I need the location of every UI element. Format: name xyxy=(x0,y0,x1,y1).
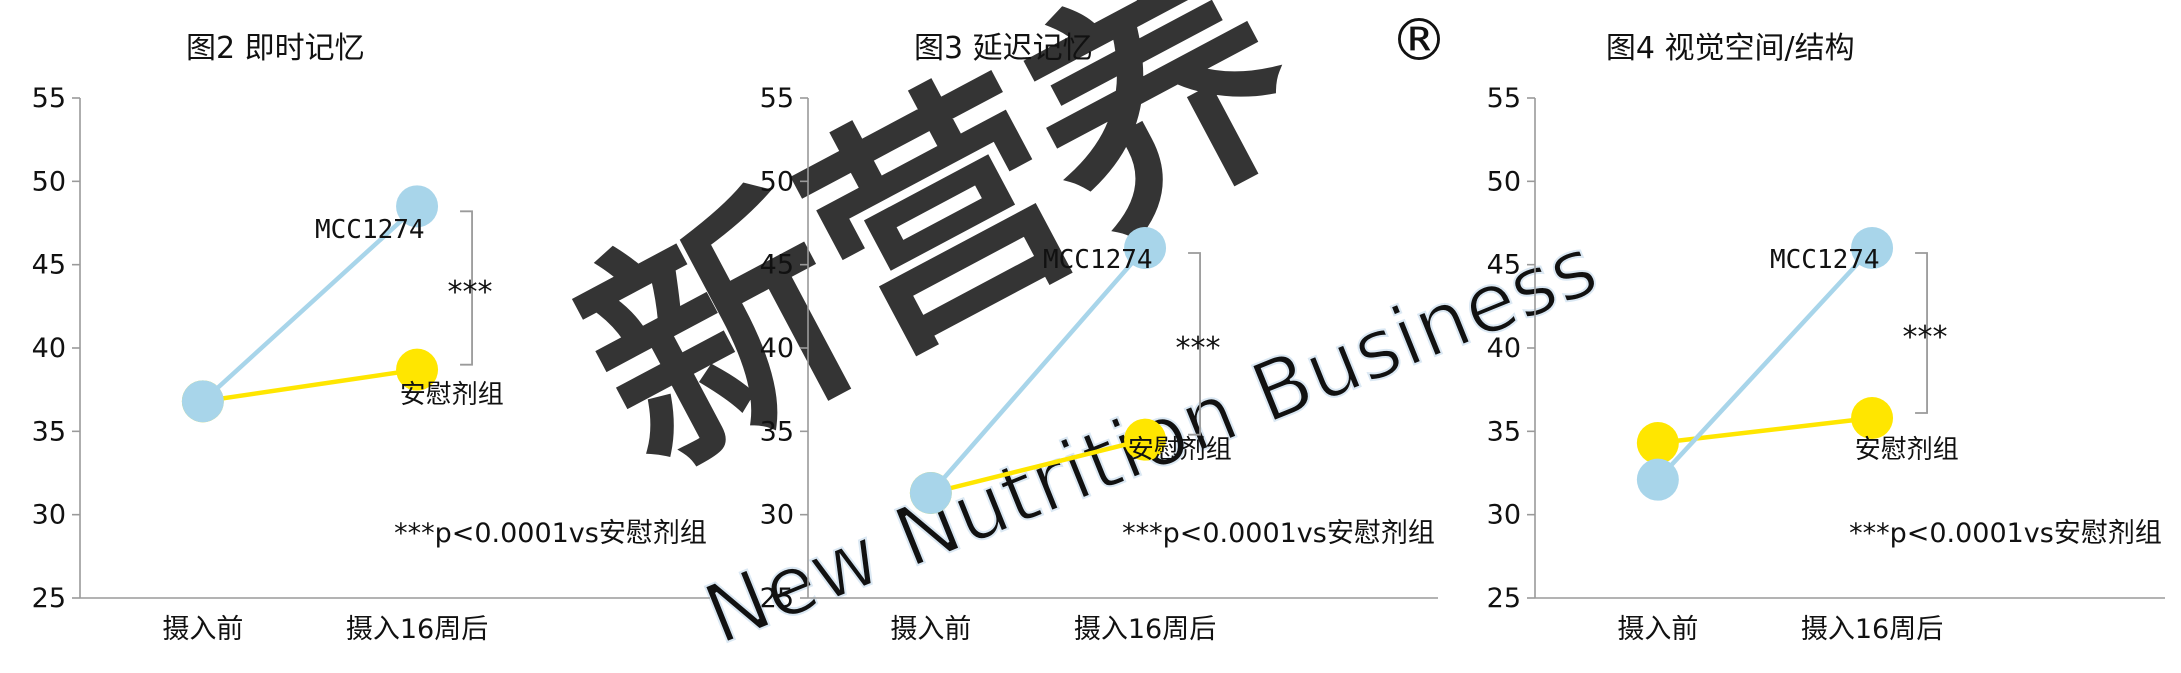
series-label-mcc1274: MCC1274 xyxy=(1770,245,1880,275)
y-tick-label: 50 xyxy=(760,166,794,197)
series-line-mcc1274 xyxy=(201,204,419,403)
chart-title: 图3 延迟记忆 xyxy=(914,31,1093,66)
x-category-label: 摄入16周后 xyxy=(1074,614,1216,645)
x-category-label: 摄入前 xyxy=(162,614,243,645)
series-line-placebo xyxy=(202,367,418,404)
y-tick-label: 25 xyxy=(1487,583,1521,614)
data-point-placebo-2 xyxy=(1124,418,1167,461)
data-point-mcc1274-2 xyxy=(1124,227,1167,269)
x-category-label: 摄入16周后 xyxy=(1801,614,1943,645)
y-tick-label: 30 xyxy=(32,500,66,531)
p-value-note: ***p<0.0001vs安慰剂组 xyxy=(1122,518,1435,549)
x-category-label: 摄入16周后 xyxy=(346,614,488,645)
series-line-placebo xyxy=(930,437,1146,496)
y-tick-label: 30 xyxy=(1487,500,1521,531)
significance-bracket xyxy=(460,210,473,366)
y-tick-label: 40 xyxy=(1487,333,1521,364)
significance-marker: *** xyxy=(1903,320,1948,355)
y-tick-label: 25 xyxy=(32,583,66,614)
data-point-mcc1274-2 xyxy=(1851,227,1894,269)
p-value-note: ***p<0.0001vs安慰剂组 xyxy=(1849,518,2162,549)
y-tick-label: 30 xyxy=(760,500,794,531)
y-tick-label: 55 xyxy=(1487,83,1521,114)
y-tick-label: 35 xyxy=(1487,416,1521,447)
y-tick-label: 50 xyxy=(32,166,66,197)
data-point-mcc1274-1 xyxy=(181,380,224,423)
x-category-label: 摄入前 xyxy=(1617,614,1698,645)
series-label-mcc1274: MCC1274 xyxy=(315,215,425,245)
data-point-placebo-2 xyxy=(396,348,439,391)
series-label-placebo: 安慰剂组 xyxy=(1855,435,1959,465)
data-point-placebo-1 xyxy=(1636,422,1679,464)
y-tick-label: 40 xyxy=(760,333,794,364)
significance-marker: *** xyxy=(448,275,493,310)
y-tick-label: 25 xyxy=(760,583,794,614)
y-tick-label: 45 xyxy=(760,250,794,281)
chart-panel-4: 图4 视觉空间/结构 25 30 35 40 45 50 55 摄入前 摄入16周后 MCC1274… xyxy=(1487,31,2165,645)
y-tick-label: 35 xyxy=(760,416,794,447)
series-label-mcc1274: MCC1274 xyxy=(1043,245,1153,275)
chart-panel-3: 图3 延迟记忆 25 30 35 40 45 50 55 摄入前 摄入16周后 MCC1274 安慰剂… xyxy=(760,31,1438,645)
data-point-mcc1274-1 xyxy=(1636,458,1679,501)
series-line-placebo xyxy=(1657,415,1873,446)
p-value-note: ***p<0.0001vs安慰剂组 xyxy=(394,518,707,549)
y-tick-label: 40 xyxy=(32,333,66,364)
data-point-mcc1274-1 xyxy=(909,472,952,514)
chart-title: 图2 即时记忆 xyxy=(186,31,365,66)
y-tick-label: 55 xyxy=(760,83,794,114)
significance-marker: *** xyxy=(1176,331,1221,366)
chart-panel-2: 图2 即时记忆 25 30 35 40 45 50 55 摄入前 摄入16周后 MCC1274 安慰剂… xyxy=(32,31,710,645)
y-tick-label: 35 xyxy=(32,416,66,447)
y-tick-label: 55 xyxy=(32,83,66,114)
y-tick-label: 50 xyxy=(1487,166,1521,197)
x-category-label: 摄入前 xyxy=(890,614,971,645)
watermark: 新营养 New Nutrition Business ® xyxy=(541,0,1611,665)
y-tick-label: 45 xyxy=(32,250,66,281)
data-point-placebo-2 xyxy=(1851,397,1894,439)
significance-bracket xyxy=(1188,252,1201,436)
watermark-registered-mark: ® xyxy=(1390,6,1448,74)
charts-group: 图2 即时记忆 25 30 35 40 45 50 55 摄入前 摄入16周后 MCC1274 安慰剂… xyxy=(32,31,2165,645)
series-label-placebo: 安慰剂组 xyxy=(1128,435,1232,465)
series-label-placebo: 安慰剂组 xyxy=(400,380,504,410)
y-tick-label: 45 xyxy=(1487,250,1521,281)
series-line-mcc1274 xyxy=(1656,246,1874,482)
data-point-mcc1274-2 xyxy=(396,185,439,228)
chart-title: 图4 视觉空间/结构 xyxy=(1606,31,1855,66)
series-line-mcc1274 xyxy=(929,246,1147,495)
significance-bracket xyxy=(1915,252,1928,414)
